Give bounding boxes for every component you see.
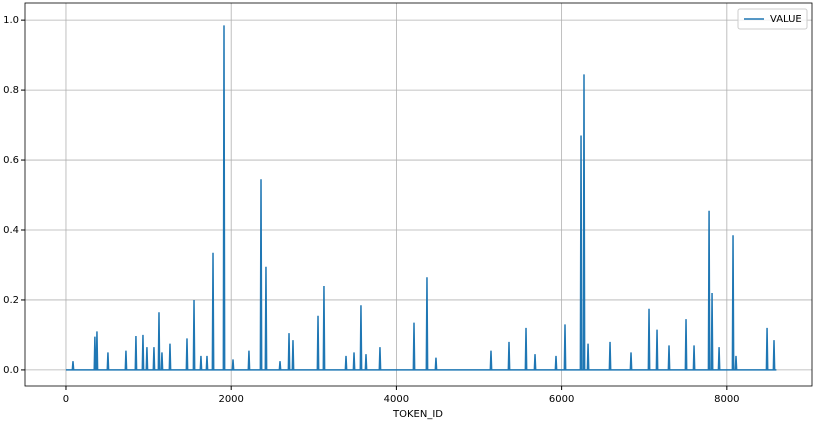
y-tick-label: 0.2 — [3, 295, 19, 306]
x-axis-label: TOKEN_ID — [392, 409, 443, 420]
legend-label: VALUE — [770, 14, 802, 25]
y-tick-label: 0.0 — [3, 365, 19, 376]
x-tick-label: 8000 — [714, 394, 739, 405]
y-tick-label: 0.8 — [3, 85, 19, 96]
line — [65, 25, 777, 371]
y-tick-label: 1.0 — [3, 15, 19, 26]
legend: VALUE — [737, 8, 808, 30]
y-tick-label: 0.6 — [3, 155, 19, 166]
x-tick-label: 6000 — [549, 394, 574, 405]
x-tick-label: 2000 — [218, 394, 243, 405]
x-tick-label: 0 — [63, 394, 69, 405]
y-tick-label: 0.4 — [3, 225, 19, 236]
plot-frame — [24, 2, 813, 387]
legend-box — [737, 8, 808, 30]
x-tick-label: 4000 — [384, 394, 409, 405]
